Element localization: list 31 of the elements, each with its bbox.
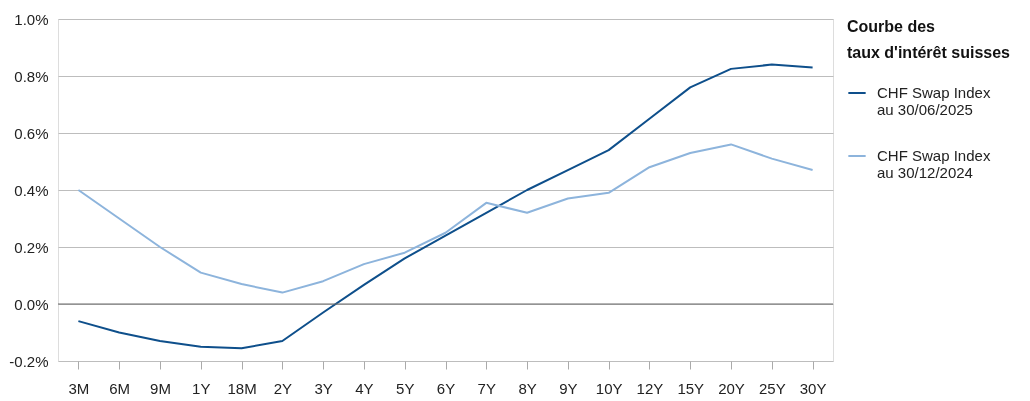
legend-label: CHF Swap Index au 30/06/2025 [877, 84, 991, 118]
x-tick-label: 7Y [477, 379, 496, 397]
legend-label: CHF Swap Index au 30/12/2024 [877, 147, 991, 181]
line-series [77, 63, 814, 350]
x-tick-label: 9M [150, 379, 171, 397]
x-tick-label: 15Y [677, 379, 705, 397]
x-tick-label: 2Y [273, 379, 293, 397]
y-tick-label: -0.2% [9, 352, 49, 370]
y-tick-label: 0.0% [14, 295, 49, 313]
y-tick-label: 0.2% [14, 238, 49, 256]
x-tick-label: 3M [68, 379, 90, 397]
line-series [77, 143, 814, 294]
x-tick-label: 3Y [314, 379, 333, 397]
x-tick-label: 10Y [595, 379, 623, 397]
y-tick-label: 0.8% [14, 67, 49, 85]
x-tick-label: 5Y [396, 379, 415, 397]
x-tick-label: 25Y [758, 379, 786, 397]
x-tick-label: 6Y [436, 379, 456, 397]
y-tick-label: 0.4% [14, 181, 49, 199]
y-tick-label: 1.0% [14, 10, 49, 28]
x-tick-label: 9Y [559, 379, 578, 397]
x-tick-label: 8Y [518, 379, 537, 397]
x-tick-label: 20Y [718, 379, 745, 397]
x-tick-label: 6M [109, 379, 131, 397]
legend-title: Courbe des taux d'intérêt suisses [847, 18, 1011, 61]
x-tick-label: 1Y [192, 379, 211, 397]
x-tick-label: 4Y [355, 379, 374, 397]
x-tick-label: 30Y [799, 379, 827, 397]
x-tick-label: 18M [227, 379, 257, 397]
y-tick-label: 0.6% [14, 124, 49, 142]
x-tick-label: 12Y [636, 379, 664, 397]
